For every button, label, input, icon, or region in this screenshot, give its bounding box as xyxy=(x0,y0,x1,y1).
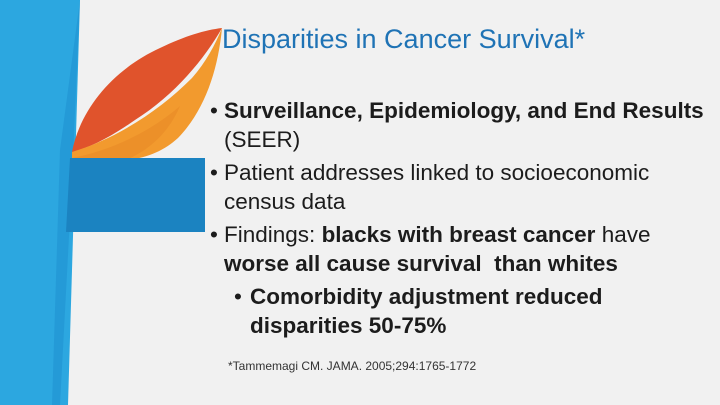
bullet-seer: Surveillance, Epidemiology, and End Resu… xyxy=(210,96,710,154)
blue-panel-shade xyxy=(52,0,80,405)
sub-bullet-comorbidity: Comorbidity adjustment reduced dispariti… xyxy=(210,282,710,340)
orange-leaf xyxy=(72,28,222,162)
blue-block xyxy=(66,158,205,232)
bullet-findings: Findings: blacks with breast cancer have… xyxy=(210,220,710,278)
bullet-text: worse all cause survival than whites xyxy=(224,251,618,276)
bullet-addresses: Patient addresses linked to socioeconomi… xyxy=(210,158,710,216)
slide-title: Disparities in Cancer Survival* xyxy=(222,24,586,54)
citation: *Tammemagi CM. JAMA. 2005;294:1765-1772 xyxy=(228,359,477,373)
bullet-text: Findings: xyxy=(224,222,322,247)
bullet-text: Patient addresses linked to socioeconomi… xyxy=(224,160,650,214)
bullet-text: have xyxy=(595,222,651,247)
bullet-list: Surveillance, Epidemiology, and End Resu… xyxy=(210,96,710,340)
bullet-text: blacks with breast cancer xyxy=(321,222,596,247)
red-leaf xyxy=(72,28,222,152)
bullet-text: Surveillance, Epidemiology, and End Resu… xyxy=(224,98,704,123)
bullet-text: (SEER) xyxy=(224,127,301,152)
